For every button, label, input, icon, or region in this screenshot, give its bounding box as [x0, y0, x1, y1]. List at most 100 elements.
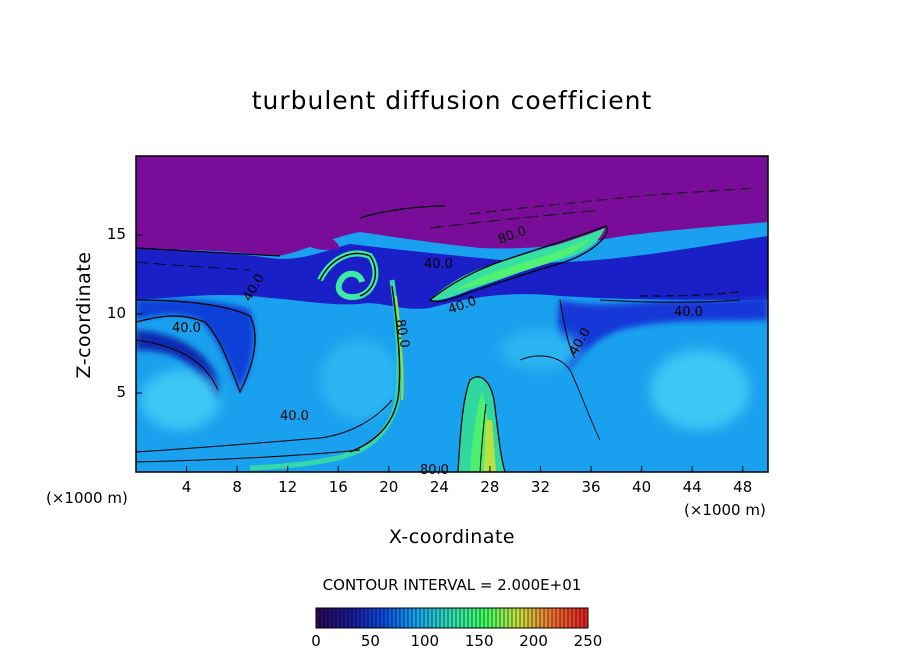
x-unit-label: (×1000 m) — [46, 489, 128, 507]
contour-label: 40.0 — [674, 305, 703, 320]
x-tick-label: 24 — [429, 478, 449, 496]
colorbar-swatch — [396, 608, 401, 628]
colorbar-tick-label: 0 — [311, 632, 321, 650]
colorbar-swatch — [508, 608, 513, 628]
colorbar-swatch — [516, 608, 521, 628]
colorbar-swatch — [512, 608, 517, 628]
contour-label: 80.0 — [392, 318, 412, 349]
colorbar-swatch — [540, 608, 545, 628]
colorbar-swatch — [464, 608, 469, 628]
contour-label: 80.0 — [420, 463, 449, 478]
colorbar-swatch — [548, 608, 553, 628]
colorbar-swatch — [380, 608, 385, 628]
colorbar-tick-label: 250 — [573, 632, 603, 650]
colorbar-swatch — [572, 608, 577, 628]
colorbar-swatch — [420, 608, 425, 628]
colorbar-swatch — [520, 608, 525, 628]
colorbar-swatch — [376, 608, 381, 628]
colorbar-swatch — [316, 608, 321, 628]
colorbar-swatch — [400, 608, 405, 628]
colorbar-swatch — [492, 608, 497, 628]
colorbar-swatch — [384, 608, 389, 628]
colorbar-swatch — [488, 608, 493, 628]
contour-interval-text: CONTOUR INTERVAL = 2.000E+01 — [322, 576, 582, 594]
contour-label: 40.0 — [280, 409, 309, 424]
colorbar-swatch — [364, 608, 369, 628]
colorbar-swatch — [416, 608, 421, 628]
colorbar-swatch — [544, 608, 549, 628]
colorbar-swatch — [580, 608, 585, 628]
colorbar-swatch — [552, 608, 557, 628]
colorbar-swatch — [368, 608, 373, 628]
contour-lines — [136, 187, 756, 472]
colorbar-swatch — [356, 608, 361, 628]
colorbar-swatch — [564, 608, 569, 628]
colorbar-swatch — [476, 608, 481, 628]
colorbar-swatch — [348, 608, 353, 628]
colorbar-swatch — [468, 608, 473, 628]
colorbar-swatch — [424, 608, 429, 628]
colorbar-swatch — [480, 608, 485, 628]
colorbar-swatch — [496, 608, 501, 628]
colorbar-swatch — [320, 608, 325, 628]
colorbar-swatch — [344, 608, 349, 628]
colorbar-tick-label: 100 — [410, 632, 440, 650]
axis-ticks — [136, 234, 744, 472]
colorbar-swatch — [332, 608, 337, 628]
colorbar-swatch — [584, 608, 589, 628]
contour-label: 40.0 — [424, 257, 453, 272]
colorbar-swatch — [452, 608, 457, 628]
colorbar-swatch — [524, 608, 529, 628]
colorbar-tick-label: 200 — [519, 632, 548, 650]
x-tick-label: 12 — [278, 478, 298, 496]
x-tick-label: 28 — [480, 478, 500, 496]
heatmap-field — [136, 156, 768, 472]
x-tick-label: 48 — [733, 478, 753, 496]
colorbar-swatch — [432, 608, 437, 628]
x-tick-label: 44 — [682, 478, 702, 496]
y-tick-label: 15 — [106, 225, 126, 243]
colorbar-swatch — [472, 608, 477, 628]
colorbar-swatch — [448, 608, 453, 628]
colorbar-swatch — [536, 608, 541, 628]
colorbar-swatch — [484, 608, 489, 628]
y-axis-label: Z-coordinate — [73, 251, 95, 379]
colorbar-swatch — [372, 608, 377, 628]
x-tick-label: 40 — [632, 478, 652, 496]
colorbar-swatch — [456, 608, 461, 628]
colorbar-swatch — [444, 608, 449, 628]
colorbar — [315, 608, 589, 628]
x-axis-label: X-coordinate — [388, 526, 516, 548]
colorbar-swatch — [340, 608, 345, 628]
upper-layer-region — [136, 156, 768, 257]
colorbar-tick-label: 150 — [464, 632, 494, 650]
chart-title: turbulent diffusion coefficient — [251, 86, 653, 115]
x-tick-label: 4 — [181, 478, 192, 496]
colorbar-swatch — [500, 608, 505, 628]
colorbar-swatch — [440, 608, 445, 628]
colorbar-swatch — [412, 608, 417, 628]
x-tick-label: 16 — [328, 478, 348, 496]
y-tick-label: 10 — [106, 304, 126, 322]
colorbar-swatch — [388, 608, 393, 628]
x-tick-label: 20 — [379, 478, 399, 496]
colorbar-frame — [315, 607, 589, 629]
colorbar-swatch — [360, 608, 365, 628]
x-tick-label: 8 — [232, 478, 242, 496]
colorbar-swatch — [404, 608, 409, 628]
colorbar-swatch — [436, 608, 441, 628]
colorbar-tick-label: 50 — [360, 632, 380, 650]
colorbar-swatch — [556, 608, 561, 628]
x-tick-label: 36 — [581, 478, 601, 496]
colorbar-swatch — [568, 608, 573, 628]
contour-label: 40.0 — [172, 321, 201, 336]
colorbar-swatch — [532, 608, 537, 628]
colorbar-swatch — [336, 608, 341, 628]
x-unit-label: (×1000 m) — [684, 501, 766, 519]
colorbar-swatch — [324, 608, 329, 628]
colorbar-swatch — [504, 608, 509, 628]
colorbar-swatch — [560, 608, 565, 628]
y-tick-label: 5 — [116, 383, 126, 401]
colorbar-swatch — [408, 608, 413, 628]
